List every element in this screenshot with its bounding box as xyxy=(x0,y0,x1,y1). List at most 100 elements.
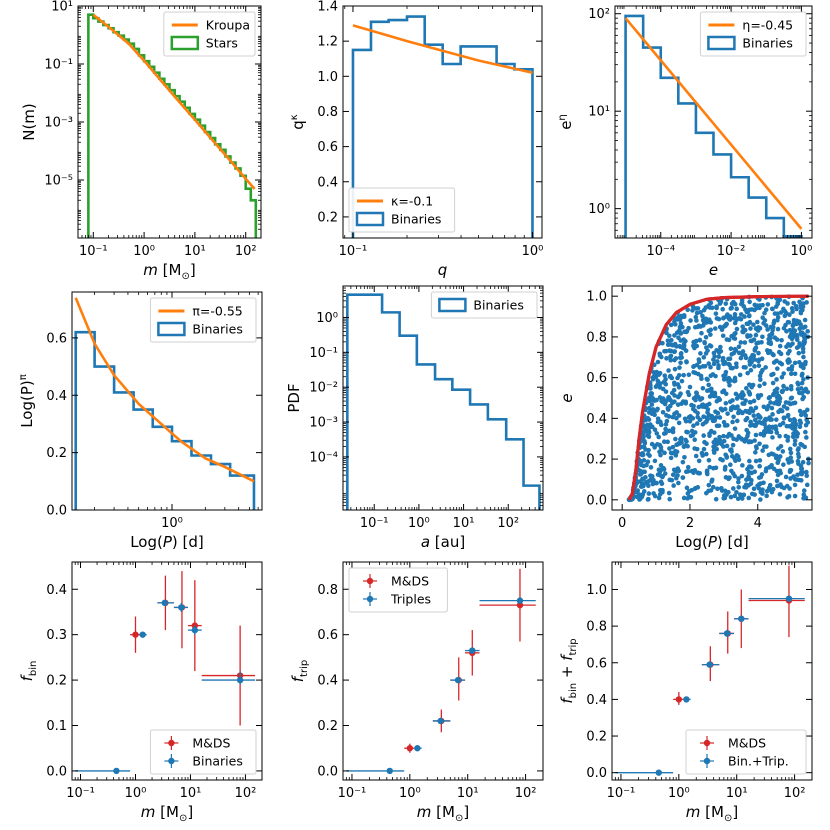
data-marker xyxy=(161,599,168,607)
scatter-point xyxy=(648,391,653,396)
y-tick-label: 0.4 xyxy=(586,693,607,708)
scatter-point xyxy=(677,393,682,399)
scatter-point xyxy=(648,383,653,388)
scatter-point xyxy=(641,489,647,494)
scatter-point xyxy=(757,383,762,389)
scatter-point xyxy=(738,340,744,345)
scatter-point xyxy=(690,308,695,313)
x-tick-label: 10⁰ xyxy=(668,786,690,801)
scatter-point xyxy=(686,392,692,398)
scatter-point xyxy=(711,361,717,367)
scatter-point xyxy=(792,328,798,333)
x-tick-label: 10⁻¹ xyxy=(607,786,636,801)
scatter-point xyxy=(757,419,762,425)
scatter-point xyxy=(727,382,732,388)
scatter-point xyxy=(721,493,727,498)
scatter-point xyxy=(788,450,794,456)
scatter-point xyxy=(641,429,646,435)
scatter-point xyxy=(672,333,677,338)
scatter-point xyxy=(715,410,721,416)
scatter-point xyxy=(797,359,802,365)
scatter-point xyxy=(766,340,772,346)
scatter-point xyxy=(756,358,761,364)
scatter-point xyxy=(784,328,789,334)
x-axis-label: a [au] xyxy=(421,533,465,551)
scatter-point xyxy=(678,360,683,366)
scatter-point xyxy=(777,433,782,439)
scatter-point xyxy=(774,377,779,382)
scatter-point xyxy=(696,470,701,476)
scatter-point xyxy=(655,382,660,388)
axes-frame xyxy=(611,285,813,511)
scatter-point xyxy=(775,460,781,466)
y-tick-label: 0.4 xyxy=(46,389,67,404)
scatter-point xyxy=(687,384,693,390)
scatter-point xyxy=(733,361,739,366)
x-tick-label: 10⁰ xyxy=(522,244,544,259)
scatter-point xyxy=(724,422,730,428)
scatter-point xyxy=(765,302,771,307)
scatter-point xyxy=(744,385,749,391)
x-tick-label: 4 xyxy=(754,516,762,531)
scatter-point xyxy=(683,418,689,424)
scatter-point xyxy=(678,321,684,326)
scatter-point xyxy=(719,486,724,491)
scatter-point xyxy=(666,490,672,496)
scatter-point xyxy=(658,422,664,428)
scatter-point xyxy=(785,495,790,500)
scatter-point xyxy=(781,383,786,389)
scatter-point xyxy=(667,428,672,434)
scatter-point xyxy=(692,324,698,330)
scatter-point xyxy=(710,484,716,490)
scatter-point xyxy=(774,430,780,435)
scatter-point xyxy=(706,457,712,463)
plot-area xyxy=(615,565,805,776)
scatter-point xyxy=(680,399,686,404)
scatter-point xyxy=(781,416,787,421)
x-axis-label: m [M⊙] xyxy=(143,261,195,282)
scatter-point xyxy=(657,469,663,475)
scatter-point xyxy=(752,364,757,369)
data-marker xyxy=(706,661,713,668)
scatter-point xyxy=(668,353,674,359)
scatter-point xyxy=(708,300,714,306)
scatter-point xyxy=(786,400,791,406)
legend-marker xyxy=(703,757,711,765)
scatter-point xyxy=(641,444,647,450)
legend-label: Binaries xyxy=(742,36,792,51)
scatter-point xyxy=(639,484,645,489)
scatter-point xyxy=(798,305,804,310)
legend-box-swatch xyxy=(438,297,467,313)
scatter-point xyxy=(667,446,672,451)
scatter-point xyxy=(723,391,729,397)
scatter-point xyxy=(788,383,794,389)
scatter-point xyxy=(758,497,763,502)
y-tick-label: 0.4 xyxy=(317,674,338,689)
errorbar-series xyxy=(346,597,536,775)
scatter-point xyxy=(802,317,808,323)
scatter-point xyxy=(643,417,648,423)
y-tick-label: 0.2 xyxy=(586,453,607,468)
scatter-point xyxy=(666,333,672,339)
scatter-point xyxy=(660,409,666,415)
scatter-point xyxy=(707,401,712,407)
scatter-point xyxy=(775,326,781,332)
scatter-point xyxy=(801,377,806,382)
axes-frame xyxy=(71,561,263,781)
scatter-point xyxy=(742,314,747,319)
scatter-point xyxy=(757,373,763,379)
scatter-point xyxy=(771,320,777,326)
scatter-point xyxy=(757,458,763,463)
scatter-point xyxy=(655,419,661,425)
scatter-point xyxy=(732,405,737,410)
scatter-point xyxy=(774,366,780,371)
scatter-point xyxy=(797,342,803,348)
scatter-point xyxy=(734,326,740,332)
panel-p1: 10⁻¹ 10⁰ 10¹ 10² 10⁻⁵ 10⁻³ 10⁻¹ 10¹ m [M⊙] N(m) Kr… xyxy=(20,0,262,282)
scatter-point xyxy=(727,447,733,453)
scatter-point xyxy=(686,489,692,494)
scatter-point xyxy=(764,444,769,449)
scatter-point xyxy=(692,408,698,414)
y-tick-label: 1.4 xyxy=(317,0,338,15)
